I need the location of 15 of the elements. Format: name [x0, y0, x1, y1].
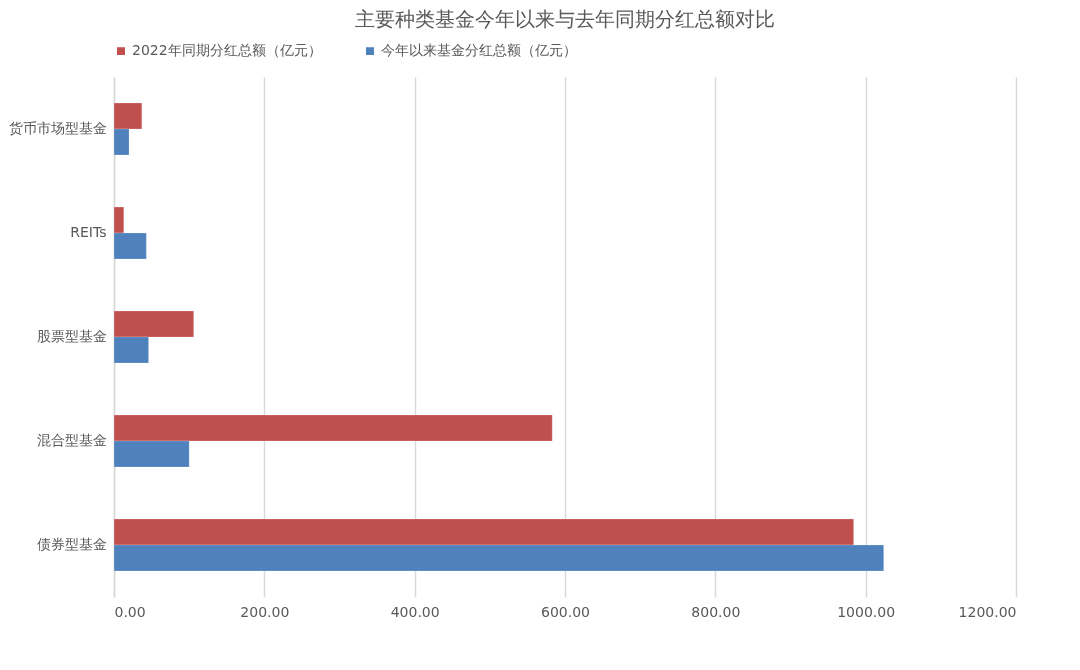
y-tick-label: 债券型基金 — [36, 536, 107, 552]
x-tick-label: 1200.00 — [958, 603, 1017, 620]
x-tick-label: 400.00 — [390, 603, 440, 620]
chart-title: 主要种类基金今年以来与去年同期分红总额对比 — [355, 7, 775, 31]
legend-label: 今年以来基金分红总额（亿元） — [381, 42, 577, 59]
y-tick-label: 股票型基金 — [36, 328, 107, 344]
y-tick-label: REITs — [70, 224, 107, 240]
x-tick-label: 800.00 — [691, 603, 741, 620]
y-tick-label: 货币市场型基金 — [8, 120, 107, 136]
legend-label: 2022年同期分红总额（亿元） — [132, 42, 322, 59]
x-tick-label: 0.00 — [114, 603, 146, 620]
x-tick-label: 200.00 — [240, 603, 290, 620]
x-tick-label: 600.00 — [541, 603, 590, 620]
y-tick-label: 混合型基金 — [36, 432, 107, 448]
x-tick-label: 1000.00 — [837, 603, 896, 620]
